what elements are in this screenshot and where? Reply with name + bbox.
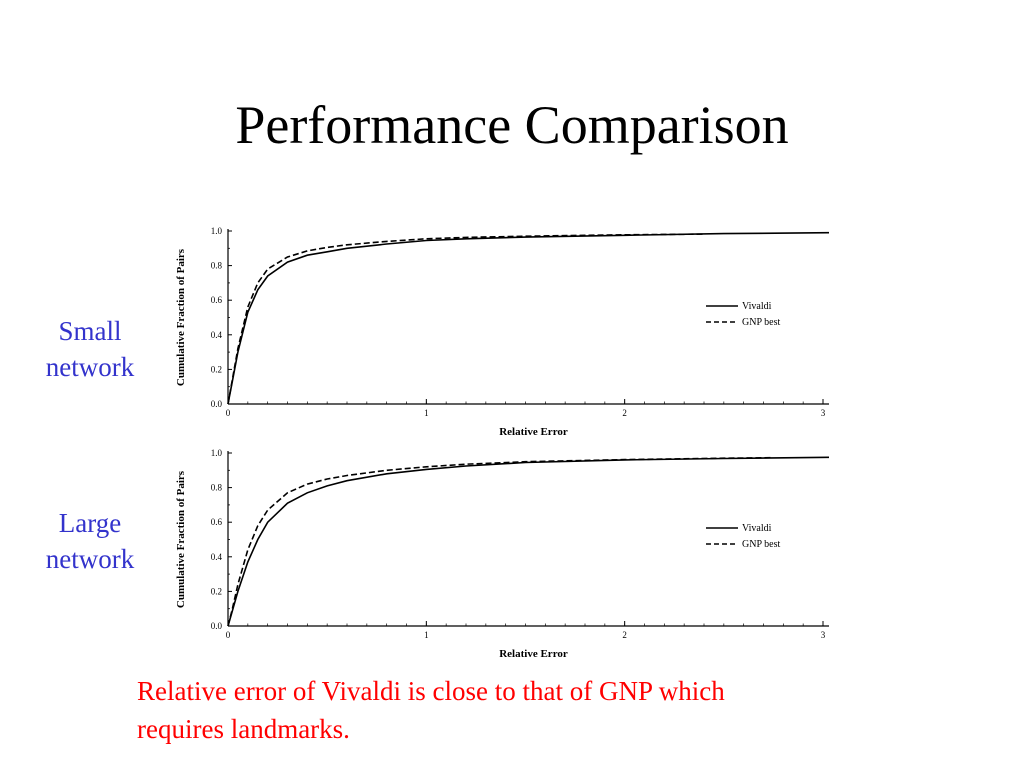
large-y-tick-label: 0.0 [211, 621, 223, 631]
large-network-chart: 0.0 0.2 0.4 0.6 0.8 1.0 0 1 2 3 Relative Error Cumu… [175, 448, 830, 660]
large-legend-label: GNP best [742, 539, 780, 550]
large-x-tick-label: 0 [226, 630, 231, 640]
small-series-vivaldi [227, 231, 830, 405]
caption: Relative error of Vivaldi is close to th… [137, 673, 937, 749]
slide-title: Performance Comparison [235, 95, 789, 155]
small-x-axis-label: Relative Error [499, 426, 568, 438]
large-y-tick-label: 1.0 [211, 448, 223, 458]
large-x-tick-label: 1 [424, 630, 429, 640]
large-series-vivaldi [227, 456, 830, 627]
small-network-label-line-1: Small [58, 316, 122, 346]
small-y-tick-label: 0.2 [211, 364, 222, 374]
small-y-tick-label: 0.6 [211, 295, 223, 305]
small-y-tick-label: 0.4 [211, 330, 223, 340]
small-y-tick-label: 0.0 [211, 399, 223, 409]
large-y-tick-label: 0.6 [211, 517, 223, 527]
small-legend-label: GNP best [742, 317, 780, 328]
small-x-tick-label: 2 [622, 408, 627, 418]
large-series-gnp-best [227, 456, 774, 627]
small-x-tick-label: 3 [821, 408, 826, 418]
small-y-tick-label: 0.8 [211, 261, 223, 271]
caption-line-2: requires landmarks. [137, 713, 350, 744]
small-x-tick-label: 0 [226, 408, 231, 418]
large-y-tick-label: 0.2 [211, 586, 222, 596]
small-y-tick-label: 1.0 [211, 226, 223, 236]
large-y-axis-label: Cumulative Fraction of Pairs [175, 470, 187, 608]
small-y-axis-label: Cumulative Fraction of Pairs [175, 248, 187, 386]
large-y-tick-label: 0.8 [211, 483, 223, 493]
large-legend-label: Vivaldi [742, 523, 772, 534]
small-network-label-line-2: network [45, 351, 135, 382]
large-x-axis-label: Relative Error [499, 648, 568, 660]
small-x-tick-label: 1 [424, 408, 429, 418]
small-network-chart: 0.0 0.2 0.4 0.6 0.8 1.0 0 1 2 3 Relative Error Cumu… [175, 226, 830, 438]
large-x-tick-label: 3 [821, 630, 826, 640]
small-legend-label: Vivaldi [742, 301, 772, 312]
large-y-tick-label: 0.4 [211, 552, 223, 562]
large-network-label-line-1: Large [58, 508, 122, 538]
large-network-label: Large network [20, 506, 160, 577]
small-series-gnp-best [227, 233, 705, 405]
large-x-tick-label: 2 [622, 630, 627, 640]
large-network-label-line-2: network [45, 543, 135, 574]
caption-line-1: Relative error of Vivaldi is close to th… [137, 676, 725, 706]
small-network-label: Small network [20, 314, 160, 385]
